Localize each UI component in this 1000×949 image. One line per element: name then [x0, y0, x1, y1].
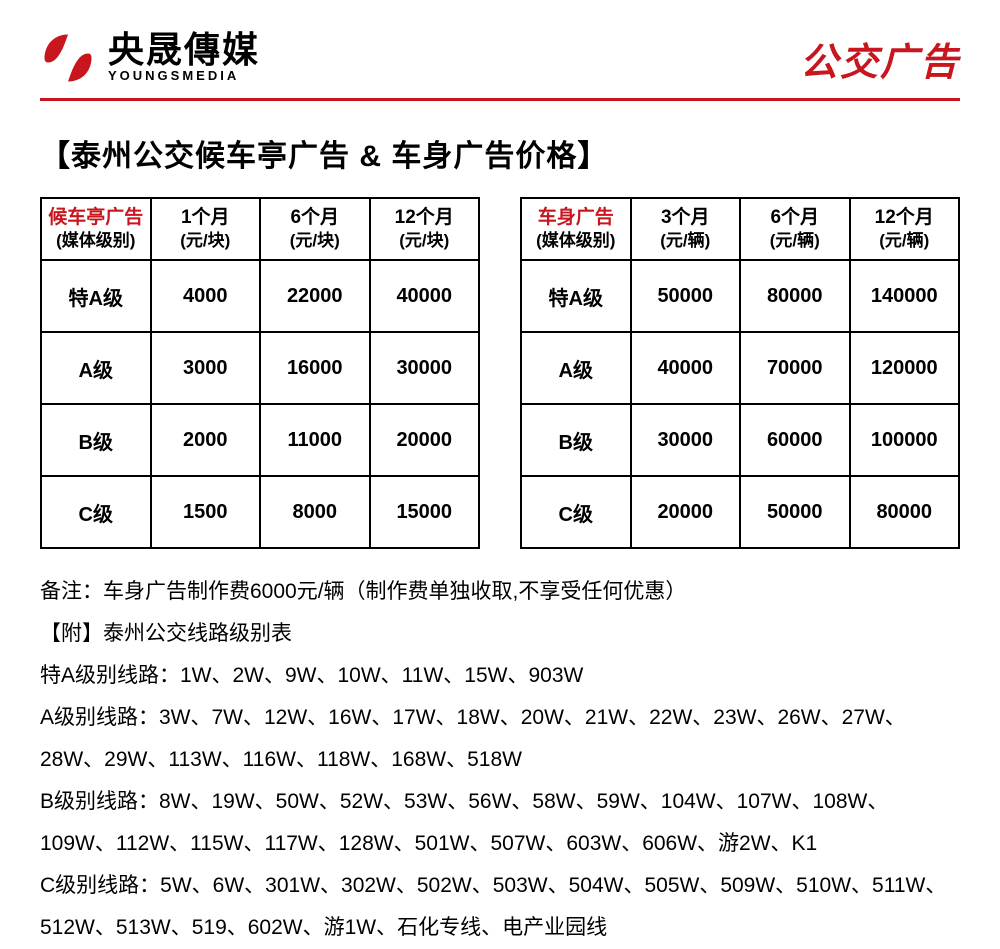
header-main: 候车亭广告: [42, 206, 150, 231]
table-body: 特A级5000080000140000A级4000070000120000B级3…: [521, 260, 959, 548]
header-sub: (媒体级别): [522, 230, 630, 252]
level-cell: C级: [41, 476, 151, 548]
header-main: 车身广告: [522, 206, 630, 231]
price-cell: 60000: [740, 404, 850, 476]
price-cell: 20000: [370, 404, 480, 476]
logo-text: 央晟傳媒 YOUNGSMEDIA: [108, 32, 260, 84]
header-title: 公交广告: [800, 31, 960, 86]
level-cell: A级: [41, 332, 151, 404]
price-cell: 50000: [740, 476, 850, 548]
price-cell: 30000: [370, 332, 480, 404]
price-cell: 70000: [740, 332, 850, 404]
note-route-b: B级别线路：8W、19W、50W、52W、53W、56W、58W、59W、104…: [40, 781, 960, 865]
col-header-1m: 1个月 (元/块): [151, 198, 261, 260]
page-title: 【泰州公交候车亭广告 & 车身广告价格】: [40, 131, 960, 175]
price-cell: 30000: [631, 404, 741, 476]
level-cell: 特A级: [521, 260, 631, 332]
col-header-12m: 12个月 (元/辆): [850, 198, 960, 260]
price-cell: 4000: [151, 260, 261, 332]
bus-body-ad-table: 车身广告 (媒体级别) 3个月 (元/辆) 6个月 (元/辆) 12个月 (元/…: [520, 197, 960, 549]
level-cell: A级: [521, 332, 631, 404]
header-sub: (媒体级别): [42, 230, 150, 252]
table-header-row: 车身广告 (媒体级别) 3个月 (元/辆) 6个月 (元/辆) 12个月 (元/…: [521, 198, 959, 260]
col-header-6m: 6个月 (元/块): [260, 198, 370, 260]
level-cell: B级: [521, 404, 631, 476]
price-cell: 15000: [370, 476, 480, 548]
level-cell: C级: [521, 476, 631, 548]
price-cell: 50000: [631, 260, 741, 332]
price-cell: 8000: [260, 476, 370, 548]
table-header-row: 候车亭广告 (媒体级别) 1个月 (元/块) 6个月 (元/块) 12个月 (元…: [41, 198, 479, 260]
table-row: A级4000070000120000: [521, 332, 959, 404]
table-row: A级30001600030000: [41, 332, 479, 404]
table-row: C级1500800015000: [41, 476, 479, 548]
col-header-level: 候车亭广告 (媒体级别): [41, 198, 151, 260]
note-appendix-title: 【附】泰州公交线路级别表: [40, 613, 960, 655]
table-row: C级200005000080000: [521, 476, 959, 548]
price-cell: 22000: [260, 260, 370, 332]
price-cell: 2000: [151, 404, 261, 476]
col-header-3m: 3个月 (元/辆): [631, 198, 741, 260]
price-cell: 140000: [850, 260, 960, 332]
level-cell: 特A级: [41, 260, 151, 332]
price-cell: 100000: [850, 404, 960, 476]
price-cell: 80000: [850, 476, 960, 548]
brand-name-en: YOUNGSMEDIA: [108, 68, 260, 84]
notes-section: 备注：车身广告制作费6000元/辆（制作费单独收取,不享受任何优惠） 【附】泰州…: [40, 571, 960, 949]
table-row: 特A级40002200040000: [41, 260, 479, 332]
col-header-6m: 6个月 (元/辆): [740, 198, 850, 260]
level-cell: B级: [41, 404, 151, 476]
price-cell: 20000: [631, 476, 741, 548]
brand-name-cn: 央晟傳媒: [108, 32, 260, 68]
shelter-ad-table: 候车亭广告 (媒体级别) 1个月 (元/块) 6个月 (元/块) 12个月 (元…: [40, 197, 480, 549]
table-body: 特A级40002200040000A级30001600030000B级20001…: [41, 260, 479, 548]
price-cell: 120000: [850, 332, 960, 404]
table-row: B级3000060000100000: [521, 404, 959, 476]
price-cell: 1500: [151, 476, 261, 548]
header-bar: 央晟傳媒 YOUNGSMEDIA 公交广告: [40, 30, 960, 101]
price-cell: 3000: [151, 332, 261, 404]
price-cell: 40000: [631, 332, 741, 404]
note-route-a: A级别线路：3W、7W、12W、16W、17W、18W、20W、21W、22W、…: [40, 697, 960, 781]
note-remark: 备注：车身广告制作费6000元/辆（制作费单独收取,不享受任何优惠）: [40, 571, 960, 613]
brand-logo-icon: [40, 30, 96, 86]
table-row: B级20001100020000: [41, 404, 479, 476]
table-row: 特A级5000080000140000: [521, 260, 959, 332]
note-route-sa: 特A级别线路：1W、2W、9W、10W、11W、15W、903W: [40, 655, 960, 697]
logo-block: 央晟傳媒 YOUNGSMEDIA: [40, 30, 260, 86]
col-header-12m: 12个月 (元/块): [370, 198, 480, 260]
price-cell: 80000: [740, 260, 850, 332]
price-cell: 11000: [260, 404, 370, 476]
tables-row: 候车亭广告 (媒体级别) 1个月 (元/块) 6个月 (元/块) 12个月 (元…: [40, 197, 960, 549]
price-cell: 16000: [260, 332, 370, 404]
price-cell: 40000: [370, 260, 480, 332]
col-header-level: 车身广告 (媒体级别): [521, 198, 631, 260]
